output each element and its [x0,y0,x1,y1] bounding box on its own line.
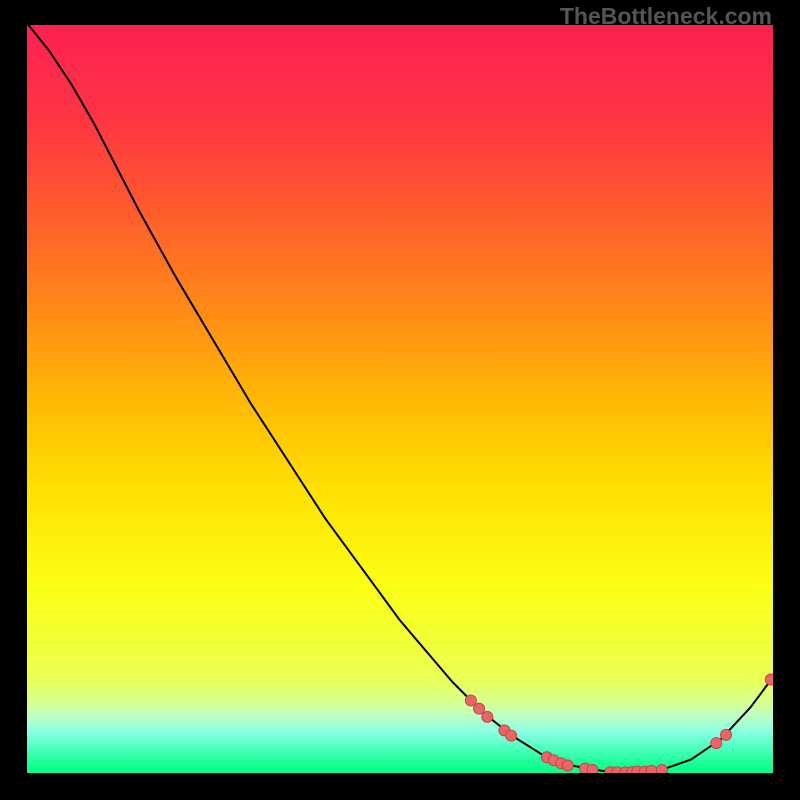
data-marker [474,703,485,714]
watermark-text: TheBottleneck.com [560,3,772,30]
data-marker [482,711,493,722]
data-marker [765,674,773,685]
data-marker [587,765,598,773]
data-marker [711,738,722,749]
data-marker [465,695,476,706]
bottleneck-curve [28,25,773,772]
plot-area [27,25,773,773]
data-marker [506,730,517,741]
marker-group [465,674,773,773]
data-marker [562,760,573,771]
data-marker [656,765,667,773]
data-marker [646,765,657,773]
data-marker [721,729,732,740]
bottleneck-chart: TheBottleneck.com [0,0,800,800]
curve-layer [27,25,773,773]
